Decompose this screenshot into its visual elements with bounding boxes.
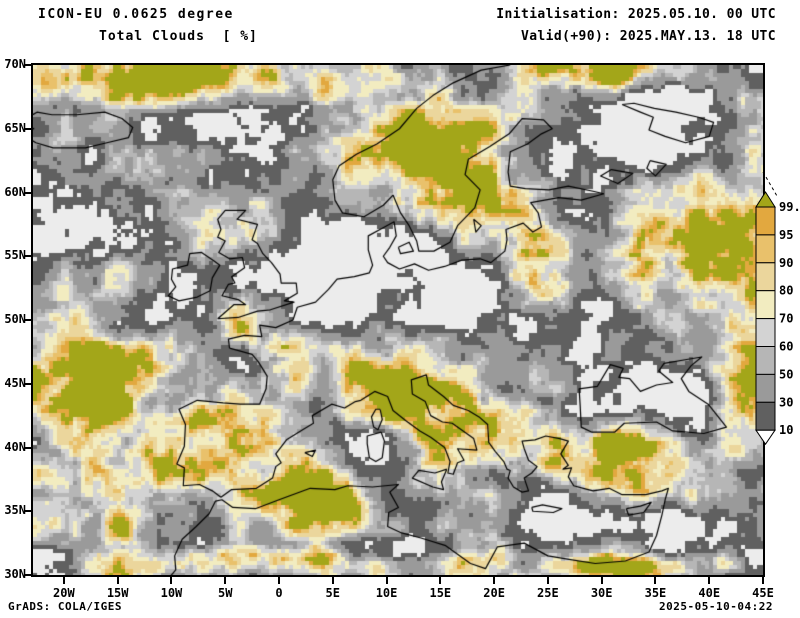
- cloud-map-canvas: [33, 65, 765, 577]
- lat-tick-label: 70N: [4, 57, 26, 71]
- lat-tick: [25, 382, 33, 385]
- lon-tick: [385, 577, 388, 584]
- colorbar-tick-label: 70: [779, 312, 793, 326]
- lat-tick-label: 45N: [4, 375, 26, 390]
- colorbar-tick-label: 90: [779, 256, 793, 270]
- lon-tick-label: 15W: [106, 586, 129, 600]
- lon-tick-label: 40E: [698, 586, 721, 600]
- lon-tick: [331, 577, 334, 584]
- creation-timestamp: 2025-05-10-04:22: [659, 600, 773, 613]
- lat-tick: [25, 510, 33, 513]
- colorbar-tick-label: 80: [779, 284, 793, 298]
- lat-tick: [25, 446, 33, 449]
- lat-tick: [25, 574, 33, 576]
- lat-tick-label: 55N: [4, 248, 26, 263]
- lon-tick-label: 35E: [644, 586, 667, 600]
- lat-tick: [25, 191, 33, 194]
- colorbar-segment: [755, 206, 776, 236]
- lon-tick-label: 20E: [483, 586, 505, 600]
- lon-tick-label: 10E: [375, 586, 398, 600]
- colorbar-tick-label: 95: [779, 228, 793, 242]
- colorbar-segment: [755, 262, 776, 292]
- lon-tick: [62, 577, 65, 584]
- init-time: Initialisation: 2025.05.10. 00 UTC: [496, 7, 776, 22]
- lon-tick-label: 5W: [217, 586, 233, 600]
- lon-tick-label: 5E: [325, 586, 340, 600]
- lat-tick-label: 60N: [4, 184, 26, 199]
- colorbar-segment: [755, 401, 776, 431]
- lon-tick: [278, 577, 280, 584]
- lon-tick: [708, 577, 711, 584]
- lat-tick-label: 50N: [4, 312, 26, 326]
- lon-tick-label: 10W: [160, 586, 183, 600]
- colorbar-tick-label: 50: [779, 367, 793, 381]
- colorbar-connector-line: [762, 171, 778, 197]
- lon-tick-label: 25E: [537, 586, 559, 600]
- lon-tick: [546, 577, 549, 584]
- lat-tick-label: 30N: [4, 567, 26, 581]
- colorbar-segment: [755, 346, 776, 375]
- colorbar-legend: 99.5 95 90 80 70 60 50 30 10: [755, 171, 800, 446]
- lon-tick: [224, 577, 227, 584]
- valid-time: Valid(+90): 2025.MAY.13. 18 UTC: [520, 29, 776, 44]
- lon-tick: [439, 577, 442, 584]
- lon-tick-label: 15E: [429, 586, 452, 600]
- lat-tick: [25, 255, 33, 258]
- lon-tick: [170, 577, 173, 584]
- variable-title: Total Clouds [ %]: [99, 29, 258, 44]
- lat-tick: [25, 127, 33, 130]
- colorbar-tick-label: 30: [779, 395, 793, 409]
- lon-tick: [654, 577, 657, 584]
- colorbar-bottom-arrow: [755, 429, 776, 446]
- colorbar-tick-label: 60: [779, 340, 793, 354]
- lon-tick: [493, 577, 496, 584]
- grads-credit: GrADS: COLA/IGES: [8, 600, 122, 613]
- colorbar-segment: [755, 373, 776, 403]
- lat-tick: [25, 319, 33, 321]
- colorbar-segment: [755, 290, 776, 320]
- colorbar-top-arrow: [755, 191, 776, 208]
- lon-tick-label: 0: [275, 586, 283, 600]
- lon-tick-label: 20W: [53, 586, 75, 600]
- lon-tick: [600, 577, 603, 584]
- lon-tick-label: 30E: [590, 586, 613, 600]
- lat-tick-label: 65N: [4, 120, 26, 135]
- lat-tick-label: 35N: [4, 503, 26, 518]
- colorbar-tick-label: 99.5: [779, 200, 800, 214]
- colorbar-tick-label: 10: [779, 423, 793, 437]
- lon-tick-label: 45E: [752, 586, 774, 600]
- colorbar-segment: [755, 318, 776, 348]
- lon-tick: [116, 577, 119, 584]
- lat-tick: [25, 64, 33, 66]
- colorbar-segment: [755, 234, 776, 264]
- lon-tick: [762, 577, 765, 584]
- model-title: ICON-EU 0.0625 degree: [38, 7, 234, 22]
- lat-tick-label: 40N: [4, 439, 26, 454]
